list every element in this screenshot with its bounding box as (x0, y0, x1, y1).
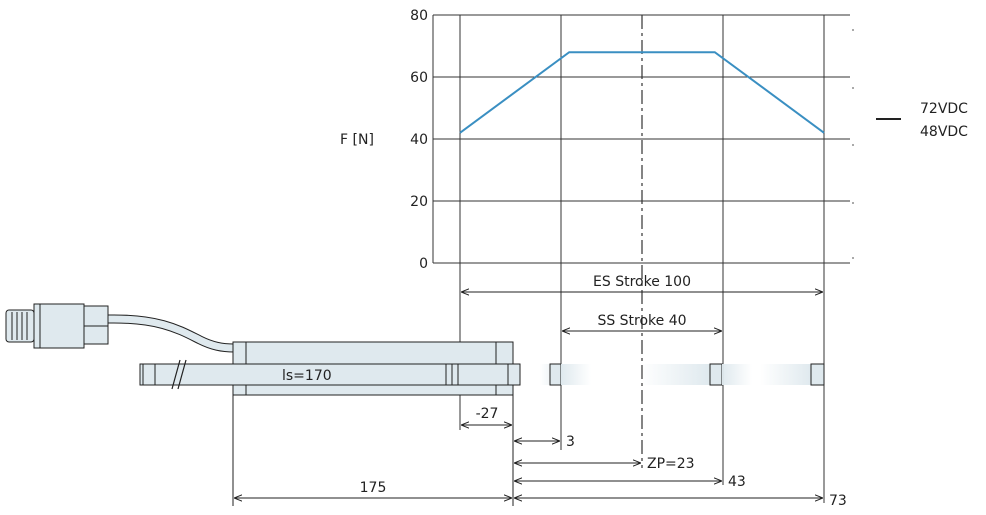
bottom-dimensions (232, 395, 823, 506)
legend-label-72vdc: 72VDC (920, 101, 968, 117)
y-tick-40: 40 (410, 132, 428, 148)
rod-end-pos-3 (549, 363, 562, 386)
dim-minus27-label: -27 (476, 406, 499, 422)
y-tick-80: 80 (410, 8, 428, 24)
dim-zp-label: ZP=23 (647, 456, 695, 472)
legend: 72VDC 48VDC (876, 101, 968, 140)
es-stroke-label: ES Stroke 100 (593, 274, 691, 290)
rod-positions (540, 363, 825, 386)
chart-grid (432, 14, 850, 503)
connector-assembly (5, 303, 239, 353)
dim-3-label: 3 (566, 434, 575, 450)
connector-nut (83, 305, 109, 345)
dim-43-label: 43 (728, 474, 746, 490)
rod-end-left (142, 363, 156, 386)
rod-end-pos-43 (709, 363, 723, 386)
rod-end-pos-73 (810, 363, 825, 386)
stator-housing (232, 341, 514, 396)
ls-label: ls=170 (282, 368, 332, 384)
y-tick-20: 20 (410, 194, 428, 210)
y-tick-60: 60 (410, 70, 428, 86)
force-curve-72vdc (459, 51, 825, 134)
legend-label-48vdc: 48VDC (920, 124, 968, 140)
dim-175-label: 175 (360, 480, 387, 496)
y-axis-label: F [N] (340, 132, 374, 148)
ss-stroke-label: SS Stroke 40 (597, 313, 686, 329)
dim-73-label: 73 (829, 493, 847, 509)
y-tick-0: 0 (419, 256, 428, 272)
stroke-dimensions (461, 292, 823, 331)
right-ticks (852, 29, 854, 259)
y-tick-labels: 80 60 40 20 0 (410, 8, 428, 272)
break-mark (171, 359, 181, 390)
connector-plug (5, 309, 35, 343)
rod-left (139, 359, 521, 390)
connector-body (33, 303, 85, 349)
